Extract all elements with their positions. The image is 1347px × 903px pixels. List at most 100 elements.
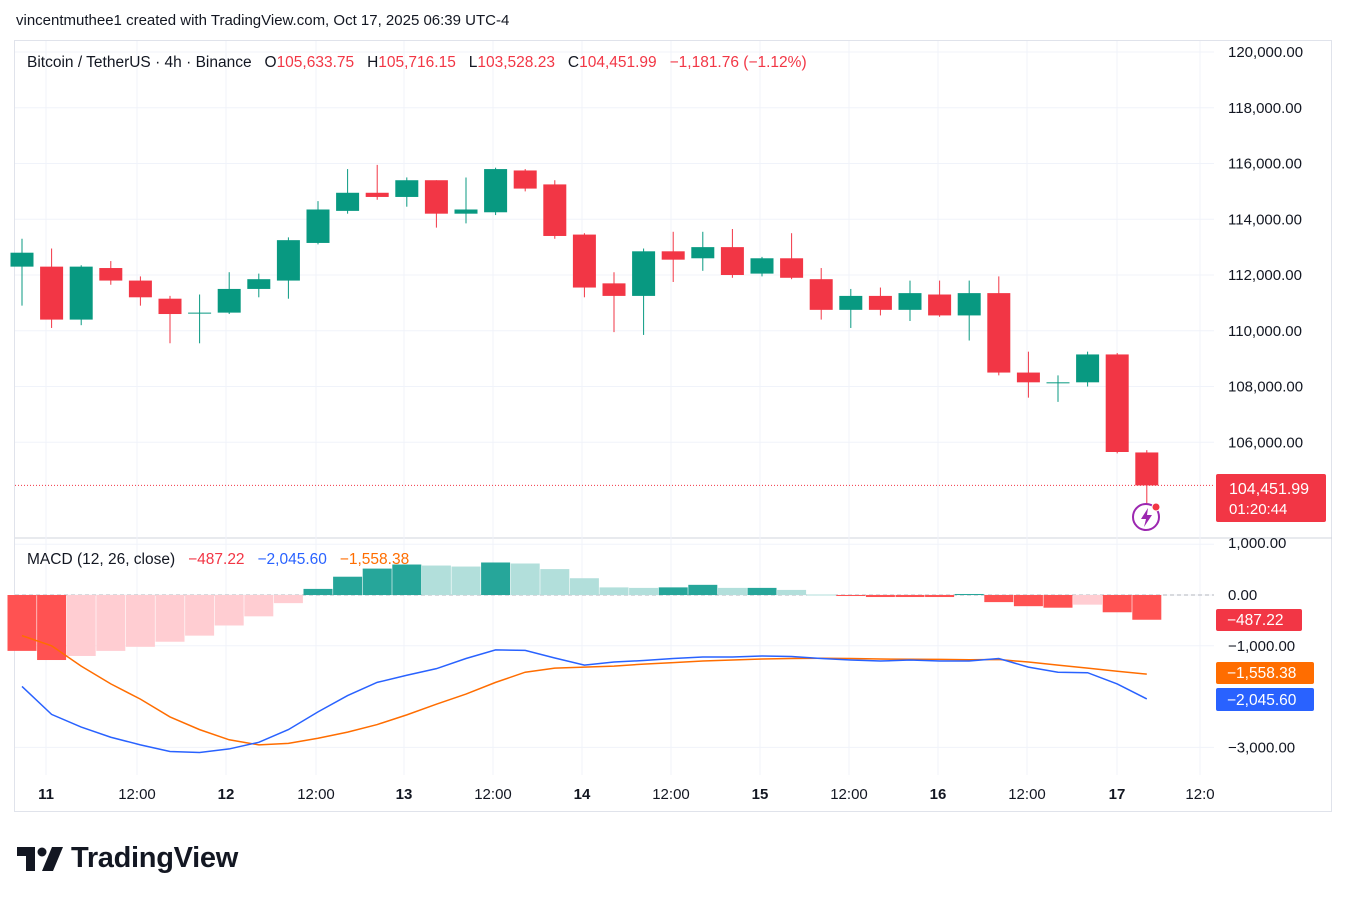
macd-histogram-bar	[1073, 595, 1103, 605]
price-legend: Bitcoin / TetherUS · 4h · Binance O105,6…	[27, 54, 807, 72]
macd-line	[21, 649, 1148, 754]
candle-body	[128, 280, 152, 298]
candle-body	[484, 169, 508, 213]
macd-line-badge	[1216, 688, 1314, 711]
macd-histogram-bar	[96, 595, 126, 651]
macd-histogram-bar	[925, 595, 955, 598]
chart-frame	[14, 40, 1332, 812]
macd-legend: MACD (12, 26, close) −487.22 −2,045.60 −…	[27, 551, 409, 569]
price-axis-label: 110,000.00	[1228, 323, 1302, 340]
macd-axis-label: 0.00	[1228, 587, 1257, 604]
macd-histogram-bar	[1043, 595, 1073, 608]
close-value: 104,451.99	[579, 54, 657, 71]
candle-body	[868, 295, 892, 310]
macd-histogram-bar	[895, 595, 925, 598]
price-axis-label: 108,000.00	[1228, 379, 1303, 396]
macd-axis-label: 1,000.00	[1228, 535, 1286, 552]
macd-signal-value: −1,558.38	[339, 551, 410, 568]
candle-body	[365, 192, 389, 197]
macd-histogram-bar	[747, 587, 777, 595]
time-axis-label: 14	[574, 786, 591, 803]
open-label: O	[264, 54, 277, 71]
change-value: −1,181.76 (−1.12%)	[669, 54, 807, 71]
candle-body	[898, 293, 922, 310]
macd-histogram-bar	[865, 595, 895, 598]
candle-body	[99, 268, 123, 281]
candle-body	[10, 252, 34, 267]
time-axis-label: 12:00	[1008, 786, 1046, 803]
candle-body	[454, 209, 478, 214]
time-axis-label: 12:00	[297, 786, 335, 803]
macd-histogram-bar	[954, 593, 984, 595]
tradingview-logo[interactable]: TradingView	[17, 842, 238, 875]
candle-body	[750, 258, 774, 274]
candle-body	[188, 312, 212, 314]
time-axis-label: 17	[1109, 786, 1126, 803]
time-axis-label: 12:00	[652, 786, 690, 803]
macd-histogram-bar	[125, 595, 155, 647]
macd-histogram-bar	[984, 595, 1014, 603]
macd-histogram-bar	[333, 576, 363, 595]
price-axis-label: 118,000.00	[1228, 100, 1302, 117]
candle-body	[839, 295, 863, 310]
candle-body	[513, 170, 537, 189]
price-axis-label: 116,000.00	[1228, 156, 1302, 173]
candle-body	[306, 209, 330, 243]
macd-histogram-bar	[569, 578, 599, 595]
candle-body	[424, 180, 448, 214]
candle-body	[247, 279, 271, 289]
macd-hist-badge-text: −487.22	[1227, 612, 1283, 629]
high-value: 105,716.15	[378, 54, 456, 71]
macd-hist-value: −487.22	[188, 551, 245, 568]
macd-histogram-bar	[481, 562, 511, 595]
macd-axis-label: −3,000.00	[1228, 739, 1295, 756]
macd-histogram-bar	[1102, 595, 1132, 613]
macd-histogram-bar	[66, 595, 96, 656]
macd-histogram-bar	[273, 595, 303, 604]
high-label: H	[367, 54, 379, 71]
time-axis-label: 11	[38, 786, 54, 803]
low-label: L	[468, 54, 478, 71]
lightning-icon	[1141, 508, 1152, 527]
bar-countdown: 01:20:44	[1229, 501, 1287, 518]
time-axis-label: 12:00	[474, 786, 512, 803]
macd-histogram-bar	[658, 587, 688, 595]
candle-body	[69, 266, 93, 320]
candle-body	[809, 279, 833, 310]
time-axis-label: 13	[396, 786, 413, 803]
macd-signal-badge-text: −1,558.38	[1227, 665, 1296, 682]
time-axis-label: 12:00	[830, 786, 868, 803]
time-axis-label: 16	[930, 786, 947, 803]
candle-body	[276, 240, 300, 281]
macd-histogram-bar	[37, 595, 67, 661]
candle-body	[40, 266, 64, 320]
macd-hist-badge	[1216, 609, 1302, 631]
price-axis-label: 120,000.00	[1228, 44, 1303, 61]
time-axis-label: 12:00	[118, 786, 156, 803]
symbol-label[interactable]: Bitcoin / TetherUS · 4h · Binance	[27, 54, 252, 71]
macd-axis-label: −1,000.00	[1228, 638, 1295, 655]
candle-body	[543, 184, 567, 236]
macd-histogram-bar	[303, 588, 333, 595]
macd-histogram-bar	[1132, 595, 1162, 620]
macd-histogram-bar	[214, 595, 244, 626]
macd-histogram-bar	[806, 594, 836, 596]
macd-signal-line	[21, 634, 1147, 746]
macd-histogram-bar	[777, 589, 807, 595]
macd-title[interactable]: MACD (12, 26, close)	[27, 551, 176, 568]
low-value: 103,528.23	[477, 54, 555, 71]
tradingview-logo-icon	[17, 846, 63, 871]
macd-histogram-bar	[421, 565, 451, 595]
candle-body	[217, 288, 241, 313]
candle-body	[336, 192, 360, 211]
price-axis-label: 106,000.00	[1228, 434, 1303, 451]
candle-body	[395, 180, 419, 197]
candle-body	[632, 251, 656, 296]
candle-body	[780, 258, 804, 278]
macd-histogram-bar	[629, 587, 659, 595]
time-axis-label: 12:0	[1185, 786, 1214, 803]
macd-histogram-bar	[185, 595, 215, 636]
macd-histogram-bar	[362, 568, 392, 595]
candle-body	[1016, 372, 1040, 383]
